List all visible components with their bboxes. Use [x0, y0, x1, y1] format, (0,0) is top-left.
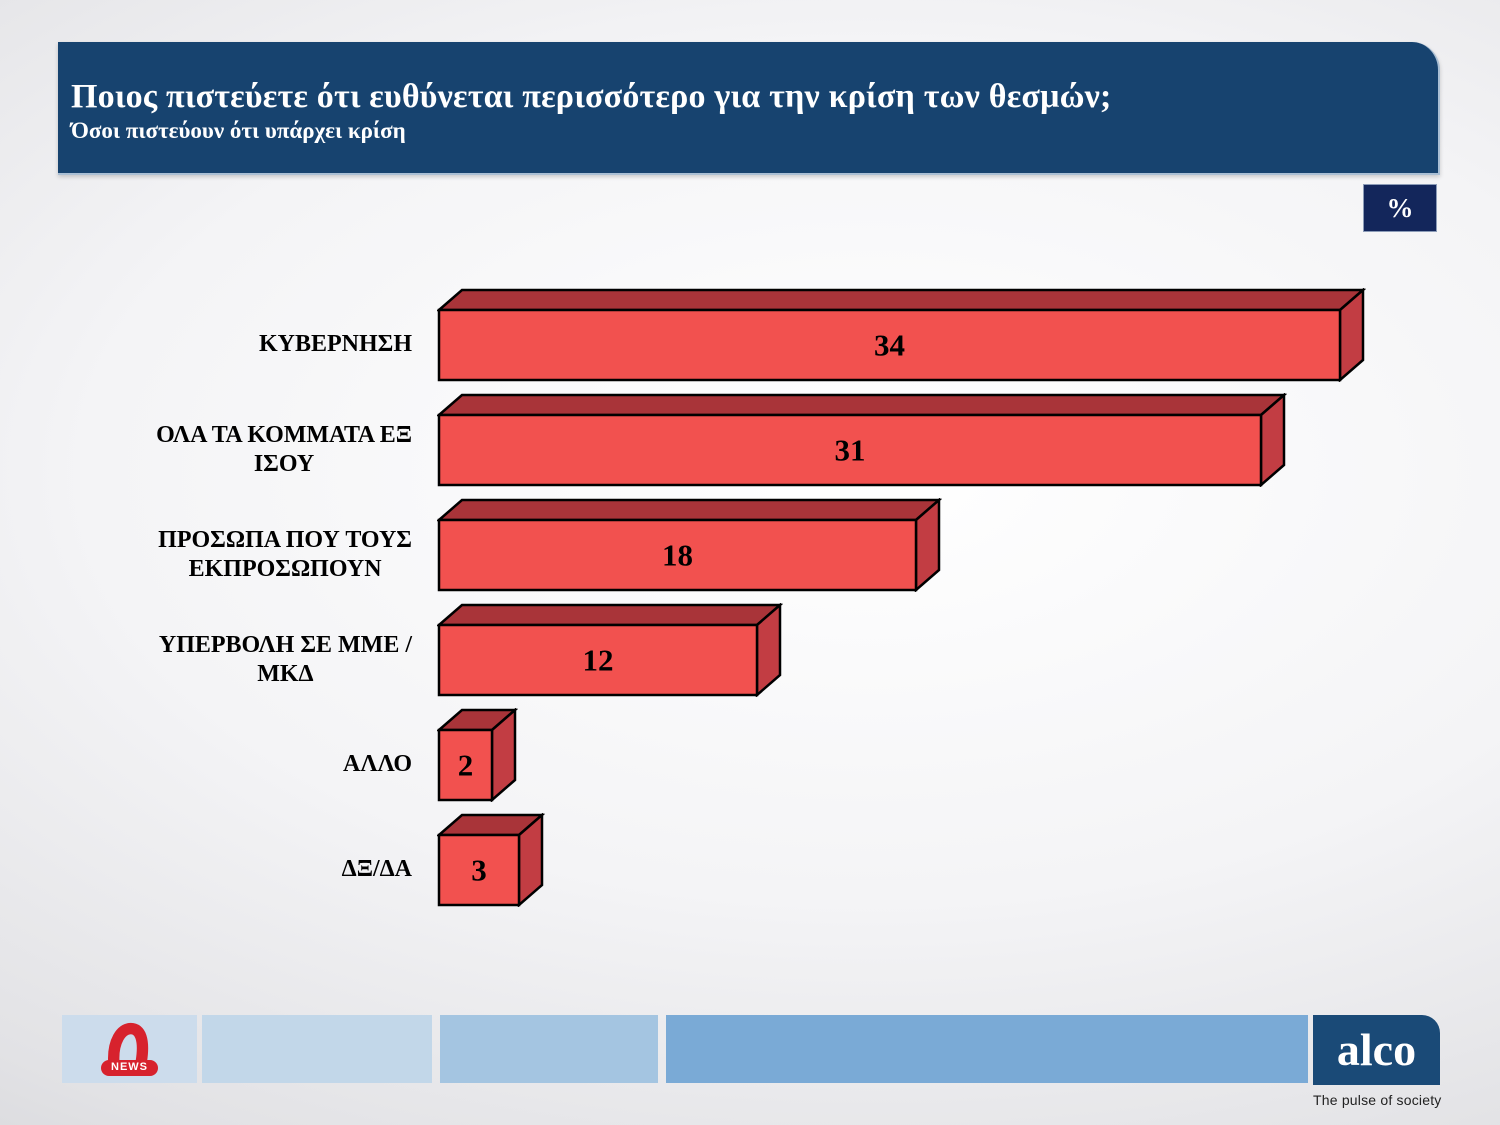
footer-tile-3 — [440, 1015, 658, 1083]
bar-value-label: 2 — [458, 747, 474, 782]
category-label: ΑΛΛΟ — [342, 751, 412, 778]
bar-value-label: 12 — [583, 642, 614, 677]
chart-row: ΑΛΛΟ 2 — [60, 702, 1460, 807]
bar-value-label: 34 — [874, 327, 905, 362]
bar-3d: 34 — [437, 287, 1366, 382]
percent-unit-badge: % — [1363, 184, 1437, 232]
alpha-news-label: NEWS — [101, 1060, 158, 1076]
question-title: Ποιος πιστεύετε ότι ευθύνεται περισσότερ… — [71, 78, 1112, 116]
category-label: ΥΠΕΡΒΟΛΗ ΣΕ ΜΜΕ / ΜΚΔ — [158, 631, 412, 687]
chart-row: ΟΛΑ ΤΑ ΚΟΜΜΑΤΑ ΕΞ ΙΣΟΥ 31 — [60, 387, 1460, 492]
bar-3d: 3 — [437, 812, 545, 907]
alco-tagline: The pulse of society — [1313, 1092, 1442, 1108]
bar-chart: ΚΥΒΕΡΝΗΣΗ 34 ΟΛΑ ΤΑ ΚΟΜΜΑΤΑ ΕΞ ΙΣΟΥ 31 ΠΡΟΣΩ… — [60, 282, 1460, 912]
bar-value-label: 3 — [471, 852, 487, 887]
chart-row: ΔΞ/ΔΑ 3 — [60, 807, 1460, 912]
alco-logo-text: alco — [1336, 1024, 1417, 1075]
bar-3d: 18 — [437, 497, 942, 592]
question-header: Ποιος πιστεύετε ότι ευθύνεται περισσότερ… — [58, 42, 1440, 175]
bar-value-label: 18 — [662, 537, 693, 572]
footer-tile-4 — [666, 1015, 1308, 1083]
category-label: ΟΛΑ ΤΑ ΚΟΜΜΑΤΑ ΕΞ ΙΣΟΥ — [156, 421, 412, 477]
category-label: ΔΞ/ΔΑ — [341, 856, 412, 883]
category-label: ΚΥΒΕΡΝΗΣΗ — [258, 331, 412, 358]
chart-row: ΚΥΒΕΡΝΗΣΗ 34 — [60, 282, 1460, 387]
bar-3d: 12 — [437, 602, 783, 697]
footer-tile-alpha-news: NEWS — [62, 1015, 197, 1083]
bar-value-label: 31 — [835, 432, 866, 467]
category-label: ΠΡΟΣΩΠΑ ΠΟΥ ΤΟΥΣ ΕΚΠΡΟΣΩΠΟΥΝ — [158, 526, 412, 582]
chart-row: ΠΡΟΣΩΠΑ ΠΟΥ ΤΟΥΣ ΕΚΠΡΟΣΩΠΟΥΝ 18 — [60, 492, 1460, 597]
bar-3d: 2 — [437, 707, 518, 802]
footer-tile-2 — [202, 1015, 432, 1083]
alpha-logo-icon — [107, 1022, 148, 1066]
bar-3d: 31 — [437, 392, 1287, 487]
chart-row: ΥΠΕΡΒΟΛΗ ΣΕ ΜΜΕ / ΜΚΔ 12 — [60, 597, 1460, 702]
question-subtitle: Όσοι πιστεύουν ότι υπάρχει κρίση — [71, 117, 406, 143]
alco-logo: alco — [1313, 1015, 1440, 1085]
